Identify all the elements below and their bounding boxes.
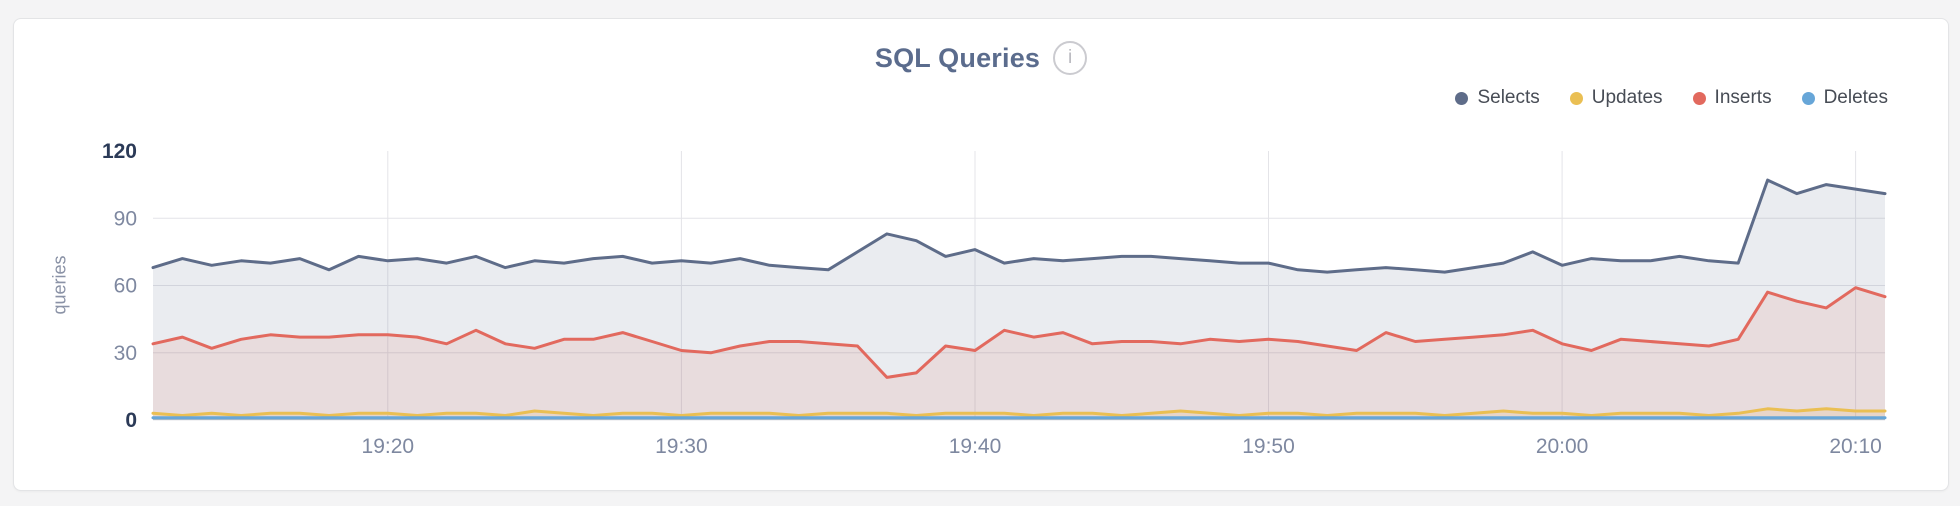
series-line-selects [151, 178, 1887, 274]
legend-dot-selects [1455, 91, 1469, 105]
y-tick-label-0: 0 [125, 409, 137, 432]
legend-item-deletes[interactable]: Deletes [1801, 87, 1888, 109]
legend-dot-inserts [1692, 91, 1706, 105]
y-tick-label-90: 90 [114, 207, 137, 230]
info-icon[interactable]: i [1053, 41, 1088, 75]
chart-header: SQL Queries i [14, 41, 1948, 75]
y-tick-label-30: 30 [114, 342, 137, 365]
series-area-selects [153, 180, 1885, 420]
series-line-inserts [151, 286, 1887, 379]
legend-label: Inserts [1714, 87, 1772, 108]
legend-label: Selects [1477, 87, 1540, 108]
legend-dot-updates [1569, 91, 1583, 105]
x-tick-label-2010: 20:10 [1829, 435, 1882, 458]
x-tick-label-1930: 19:30 [655, 435, 708, 458]
legend-label: Updates [1591, 87, 1663, 108]
legend-dot-deletes [1801, 91, 1815, 105]
legend-item-selects[interactable]: Selects [1455, 87, 1540, 109]
series-line-updates [151, 407, 1887, 417]
chart-card: SQL Queries i Selects Updates Inserts Delet… [13, 18, 1949, 491]
legend-label: Deletes [1823, 87, 1888, 108]
legend-item-inserts[interactable]: Inserts [1692, 87, 1772, 109]
y-tick-label-120: 120 [102, 140, 137, 163]
y-tick-label-60: 60 [114, 275, 137, 298]
legend-item-updates[interactable]: Updates [1569, 87, 1663, 109]
chart-legend: Selects Updates Inserts Deletes [1455, 87, 1888, 109]
series-area-inserts [153, 287, 1885, 420]
x-tick-label-1940: 19:40 [949, 435, 1002, 458]
x-tick-label-1920: 19:20 [362, 435, 415, 458]
sql-queries-chart[interactable]: 0 30 60 90 120 19:20 19:30 19:40 19:50 20:00 20:10 [14, 19, 1948, 490]
x-tick-label-1950: 19:50 [1242, 435, 1295, 458]
x-tick-label-2000: 20:00 [1536, 435, 1589, 458]
chart-title: SQL Queries [874, 42, 1041, 73]
